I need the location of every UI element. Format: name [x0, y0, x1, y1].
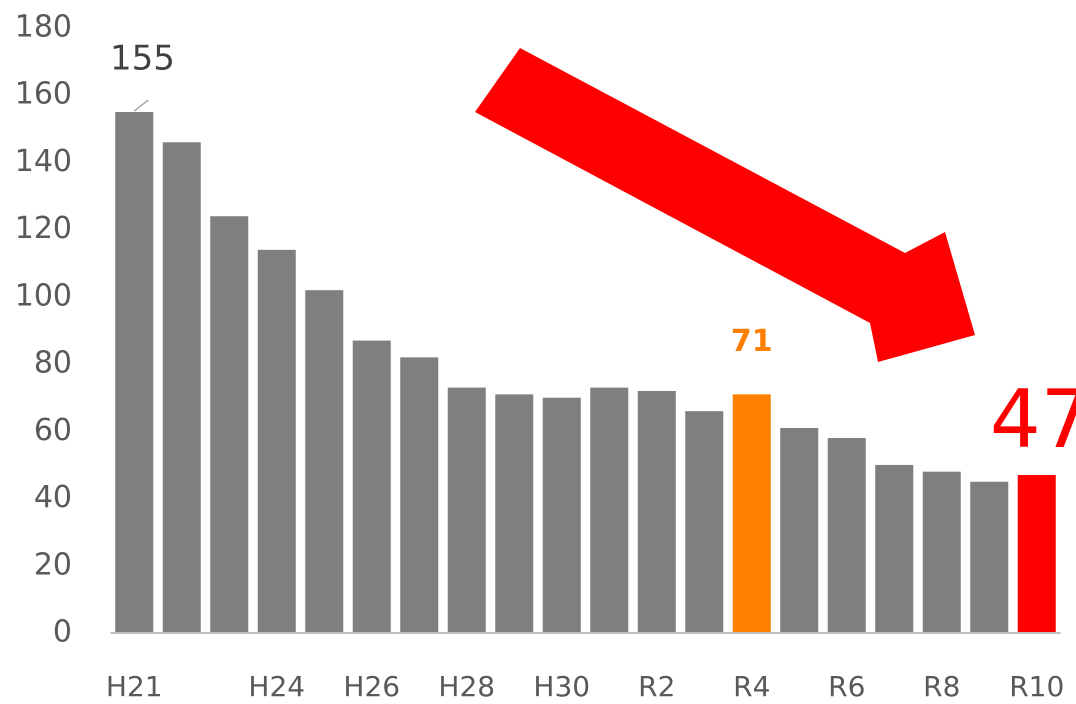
bar [305, 290, 344, 633]
x-tick-label: R10 [1009, 670, 1064, 703]
bar [352, 340, 391, 633]
bar [257, 249, 296, 634]
y-tick-label: 160 [15, 77, 72, 112]
x-tick-label: H21 [106, 670, 163, 703]
x-tick-label: H30 [533, 670, 590, 703]
leader-line [133, 99, 149, 112]
bar [732, 394, 771, 633]
data-label: 47 [990, 373, 1076, 466]
bar [1017, 475, 1056, 633]
bar [210, 216, 249, 633]
x-tick-label: H26 [343, 670, 400, 703]
bar [685, 411, 724, 633]
y-tick-label: 100 [15, 278, 72, 313]
trend-arrow [475, 48, 975, 362]
bar [922, 471, 961, 633]
y-tick-label: 140 [15, 144, 72, 179]
bar [780, 427, 819, 633]
x-tick-label: R6 [828, 670, 865, 703]
y-tick-label: 20 [34, 547, 72, 582]
y-tick-label: 120 [15, 211, 72, 246]
data-label: 155 [110, 39, 175, 79]
bar [447, 387, 486, 633]
y-tick-label: 80 [34, 346, 72, 381]
bar [162, 142, 201, 633]
bar [590, 387, 629, 633]
y-tick-label: 60 [34, 413, 72, 448]
x-tick-label: H24 [248, 670, 305, 703]
bar [875, 464, 914, 633]
y-tick-label: 40 [34, 480, 72, 515]
bar [970, 481, 1009, 633]
bar [637, 391, 676, 633]
y-tick-label: 180 [15, 10, 72, 45]
x-tick-label: R4 [733, 670, 770, 703]
bar [495, 394, 534, 633]
x-tick-label: R8 [923, 670, 960, 703]
bar [115, 112, 154, 634]
x-tick-label: R2 [638, 670, 675, 703]
x-tick-label: H28 [438, 670, 495, 703]
bar [400, 357, 439, 633]
y-tick-label: 0 [53, 615, 72, 650]
bar [827, 438, 866, 633]
bar [542, 397, 581, 633]
data-label: 71 [731, 324, 773, 359]
